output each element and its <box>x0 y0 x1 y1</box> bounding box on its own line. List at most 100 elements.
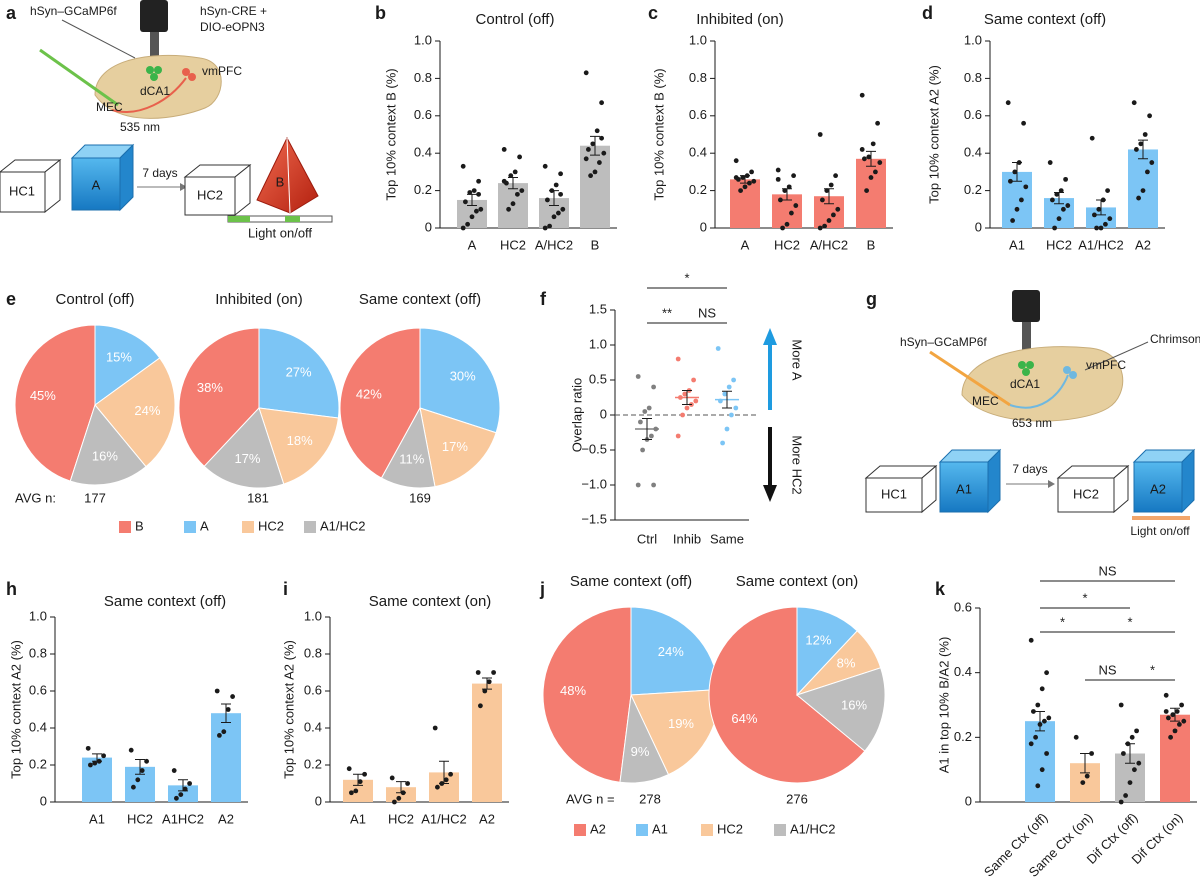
cube-a1 <box>938 448 1002 514</box>
data-point <box>1094 225 1099 231</box>
data-point <box>1107 216 1113 222</box>
x-tick-label: HC2 <box>127 811 153 826</box>
x-tick-label: A/HC2 <box>810 237 848 252</box>
legend-swatch <box>184 521 196 533</box>
error-bar <box>722 390 732 409</box>
microscope <box>140 0 168 32</box>
data-point <box>476 178 481 184</box>
label: HC1 <box>9 183 35 198</box>
data-point <box>862 156 867 162</box>
data-point <box>1129 734 1135 740</box>
data-point <box>1037 722 1043 727</box>
data-point <box>817 225 823 231</box>
microscope <box>1012 290 1040 322</box>
significance-label: NS <box>698 305 716 320</box>
data-point <box>826 218 832 223</box>
data-point <box>221 729 227 735</box>
data-point <box>791 173 796 179</box>
significance-label: * <box>1060 614 1065 629</box>
y-tick-label: 0.6 <box>964 107 982 122</box>
data-point <box>1140 188 1146 194</box>
n-value: 177 <box>84 490 106 505</box>
data-point <box>1121 751 1126 756</box>
data-point <box>1163 692 1169 698</box>
y-tick-label: 0.5 <box>589 371 607 386</box>
data-point <box>353 788 359 794</box>
y-tick-label: 1.0 <box>29 608 47 623</box>
y-axis-label: Top 10% context A2 (%) <box>8 640 23 779</box>
n-label: AVG n = <box>566 791 615 806</box>
label: HC2 <box>1073 486 1099 501</box>
x-tick-label: A1HC2 <box>162 811 204 826</box>
data-point <box>558 191 563 197</box>
data-point <box>85 745 91 751</box>
x-tick-label: B <box>591 237 600 252</box>
data-point <box>1118 799 1124 805</box>
data-point <box>478 703 483 709</box>
data-point <box>349 790 354 796</box>
data-point <box>471 188 477 194</box>
bar <box>1160 714 1190 802</box>
data-point <box>1098 225 1104 231</box>
chart-title: Inhibited (on) <box>696 11 784 28</box>
y-tick-label: 0.6 <box>304 682 322 697</box>
legend-swatch <box>242 521 254 533</box>
data-point <box>873 169 878 175</box>
arrow-head <box>180 183 187 191</box>
bar <box>472 683 502 802</box>
cube-a2 <box>1132 448 1196 514</box>
y-tick-label: 0.6 <box>689 107 707 122</box>
data-point <box>1046 715 1052 721</box>
data-point <box>680 412 685 418</box>
slice-label: 15% <box>106 349 132 364</box>
data-point <box>1028 637 1034 643</box>
data-point <box>793 203 799 208</box>
data-point <box>1145 169 1150 175</box>
x-tick-label: Inhib <box>673 531 701 546</box>
x-tick-label: A1 <box>89 811 105 826</box>
data-point <box>833 173 838 179</box>
data-point <box>1073 734 1079 740</box>
neuron <box>1022 368 1030 376</box>
neuron <box>1063 366 1071 374</box>
legend-label: A2 <box>590 821 606 836</box>
data-point <box>588 173 593 179</box>
y-tick-label: 0.2 <box>304 756 322 771</box>
data-point <box>778 197 783 203</box>
x-tick-label: HC2 <box>388 811 414 826</box>
projection <box>1009 374 1069 409</box>
data-point <box>720 440 725 446</box>
data-point <box>1035 702 1041 708</box>
y-tick-label: 0 <box>975 219 982 234</box>
error-bar <box>221 703 231 723</box>
data-point <box>877 160 883 165</box>
x-tick-label: A1 <box>350 811 366 826</box>
pie-slice <box>380 406 436 489</box>
data-point <box>831 212 836 218</box>
data-point <box>1123 793 1128 798</box>
data-point <box>92 760 98 766</box>
box-hc1 <box>0 158 62 214</box>
data-point <box>139 768 145 773</box>
data-point <box>501 178 507 184</box>
n-value: 278 <box>639 791 661 806</box>
data-point <box>592 169 598 175</box>
panel-letter: h <box>6 579 17 599</box>
data-point <box>789 210 794 216</box>
data-point <box>131 784 136 790</box>
data-point <box>751 178 757 184</box>
y-tick-label: 0.8 <box>414 70 432 85</box>
data-point <box>599 135 604 141</box>
data-point <box>744 173 750 179</box>
y-tick-label: 1.0 <box>589 336 607 351</box>
data-point <box>1181 718 1187 724</box>
x-tick-label: Ctrl <box>637 531 657 546</box>
significance-label: NS <box>1098 563 1116 578</box>
bar <box>211 713 241 802</box>
y-tick-label: 0 <box>700 219 707 234</box>
y-tick-label: 0 <box>315 793 322 808</box>
data-point <box>1163 709 1169 714</box>
slice-label: 38% <box>197 380 223 395</box>
